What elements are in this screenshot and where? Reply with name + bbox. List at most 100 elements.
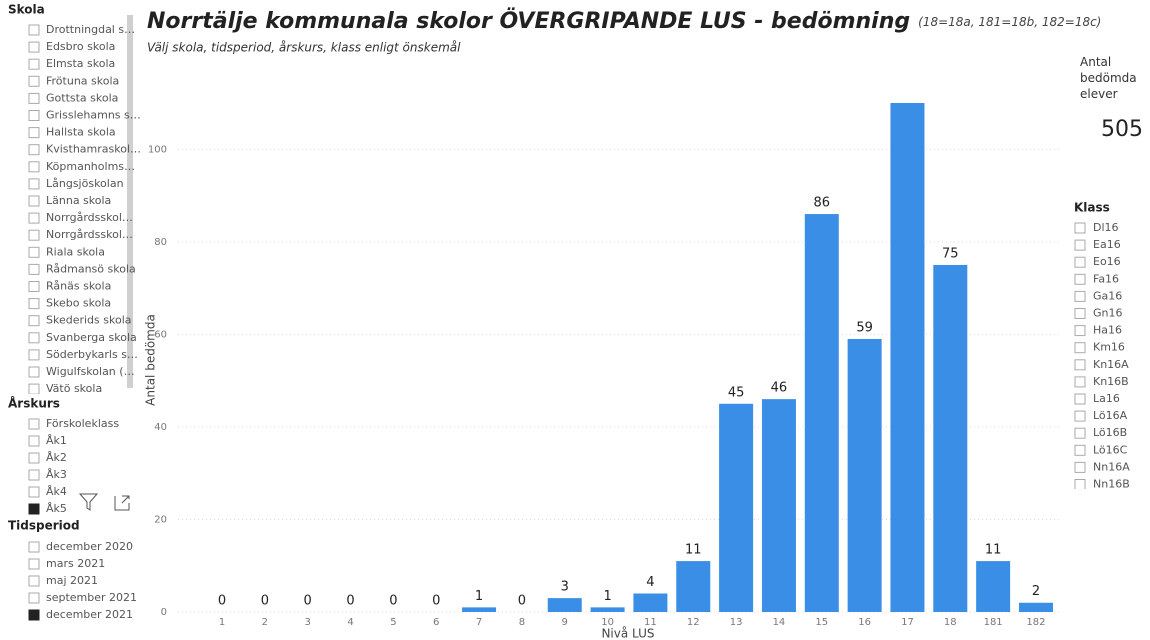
checkbox[interactable] [1074, 256, 1086, 268]
slicer-item[interactable]: Ga16 [1093, 289, 1122, 302]
checkbox[interactable] [28, 229, 40, 241]
checkbox[interactable] [28, 75, 40, 87]
checkbox[interactable] [28, 609, 40, 621]
checkbox[interactable] [28, 315, 40, 327]
slicer-item[interactable]: Riala skola [46, 245, 105, 258]
slicer-item[interactable]: Länna skola [46, 194, 111, 207]
slicer-item[interactable]: Kvisthamraskol… [46, 143, 141, 156]
checkbox[interactable] [1074, 325, 1086, 337]
slicer-item[interactable]: Söderbykarls s… [46, 348, 138, 361]
checkbox[interactable] [28, 212, 40, 224]
slicer-item[interactable]: Drottningdal s… [46, 23, 135, 36]
checkbox[interactable] [28, 144, 40, 156]
slicer-item[interactable]: Rånäs skola [46, 280, 111, 293]
slicer-item[interactable]: Svanberga skola [46, 331, 137, 344]
slicer-item[interactable]: Gottsta skola [46, 91, 118, 104]
slicer-item[interactable]: Lö16A [1093, 409, 1128, 422]
slicer-item[interactable]: Långsjöskolan [46, 177, 124, 190]
slicer-item[interactable]: Lö16B [1093, 426, 1127, 439]
checkbox[interactable] [1074, 427, 1086, 439]
checkbox[interactable] [1074, 444, 1086, 456]
scrollbar[interactable] [127, 15, 133, 388]
slicer-item[interactable]: Lö16C [1093, 443, 1128, 456]
checkbox[interactable] [28, 281, 40, 292]
slicer-item[interactable]: Eo16 [1093, 255, 1121, 268]
slicer-item[interactable]: Ha16 [1093, 324, 1122, 337]
checkbox[interactable] [28, 541, 40, 553]
slicer-item[interactable]: Nn16A [1093, 460, 1130, 473]
slicer-item[interactable]: Vätö skola [46, 382, 102, 395]
slicer-item[interactable]: Köpmanholms… [46, 160, 135, 173]
slicer-item[interactable]: Norrgårdsskol… [46, 211, 133, 224]
slicer-item[interactable]: Gn16 [1093, 307, 1123, 320]
slicer-item[interactable]: Nn16B [1093, 478, 1130, 491]
checkbox[interactable] [28, 263, 40, 275]
filter-icon[interactable] [78, 493, 99, 511]
checkbox[interactable] [1074, 376, 1086, 388]
checkbox[interactable] [28, 24, 40, 36]
slicer-item[interactable]: Kn16A [1093, 358, 1129, 371]
slicer-item[interactable]: Edsbro skola [46, 40, 115, 53]
checkbox[interactable] [28, 161, 40, 173]
checkbox[interactable] [28, 435, 40, 447]
checkbox[interactable] [28, 575, 40, 587]
focus-icon[interactable] [114, 495, 130, 511]
slicer-item[interactable]: Åk1 [46, 434, 67, 447]
checkbox[interactable] [1074, 410, 1086, 422]
slicer-item[interactable]: Åk4 [46, 485, 67, 498]
slicer-item[interactable]: Skebo skola [46, 297, 111, 310]
checkbox[interactable] [28, 41, 40, 53]
checkbox[interactable] [1074, 308, 1086, 319]
slicer-item[interactable]: december 2021 [46, 608, 133, 621]
slicer-item[interactable]: september 2021 [46, 591, 137, 604]
slicer-item[interactable]: mars 2021 [46, 557, 105, 570]
slicer-item[interactable]: Frötuna skola [46, 74, 119, 87]
slicer-item[interactable]: Ea16 [1093, 238, 1121, 251]
slicer-item[interactable]: Elmsta skola [46, 57, 115, 70]
checkbox[interactable] [1074, 239, 1086, 251]
checkbox[interactable] [28, 592, 40, 604]
checkbox[interactable] [28, 127, 40, 139]
checkbox[interactable] [1074, 342, 1086, 354]
slicer-item[interactable]: Rådmansö skola [46, 262, 136, 275]
slicer-item[interactable]: La16 [1093, 392, 1120, 405]
slicer-item[interactable]: Wigulfskolan (… [46, 365, 135, 378]
checkbox[interactable] [28, 58, 40, 70]
checkbox[interactable] [28, 503, 40, 515]
checkbox[interactable] [28, 418, 40, 430]
slicer-item[interactable]: Åk3 [46, 468, 67, 481]
checkbox[interactable] [28, 298, 40, 310]
slicer-item[interactable]: Dl16 [1093, 221, 1119, 234]
checkbox[interactable] [1074, 359, 1086, 371]
slicer-item[interactable]: Skederids skola [46, 314, 132, 327]
checkbox[interactable] [1074, 393, 1086, 405]
checkbox[interactable] [28, 558, 40, 570]
checkbox[interactable] [1074, 222, 1086, 234]
slicer-item[interactable]: december 2020 [46, 540, 133, 553]
checkbox[interactable] [28, 110, 40, 121]
slicer-item[interactable]: Kn16B [1093, 375, 1129, 388]
slicer-item[interactable]: Norrgårdsskol… [46, 228, 133, 241]
slicer-item[interactable]: Grisslehamns s… [46, 109, 141, 122]
slicer-item[interactable]: Km16 [1093, 341, 1125, 354]
checkbox[interactable] [28, 383, 40, 394]
checkbox[interactable] [1074, 479, 1086, 490]
slicer-item[interactable]: maj 2021 [46, 574, 98, 587]
slicer-item[interactable]: Förskoleklass [46, 417, 119, 430]
checkbox[interactable] [28, 349, 40, 361]
checkbox[interactable] [1074, 290, 1086, 302]
checkbox[interactable] [28, 452, 40, 464]
checkbox[interactable] [28, 178, 40, 190]
checkbox[interactable] [28, 486, 40, 498]
checkbox[interactable] [1074, 461, 1086, 473]
slicer-item[interactable]: Åk5 [46, 502, 67, 515]
checkbox[interactable] [28, 92, 40, 104]
checkbox[interactable] [28, 332, 40, 344]
checkbox[interactable] [28, 469, 40, 481]
slicer-item[interactable]: Åk2 [46, 451, 67, 464]
checkbox[interactable] [28, 366, 40, 378]
slicer-item[interactable]: Hallsta skola [46, 126, 116, 139]
checkbox[interactable] [1074, 273, 1086, 285]
checkbox[interactable] [28, 195, 40, 207]
slicer-item[interactable]: Fa16 [1093, 272, 1119, 285]
